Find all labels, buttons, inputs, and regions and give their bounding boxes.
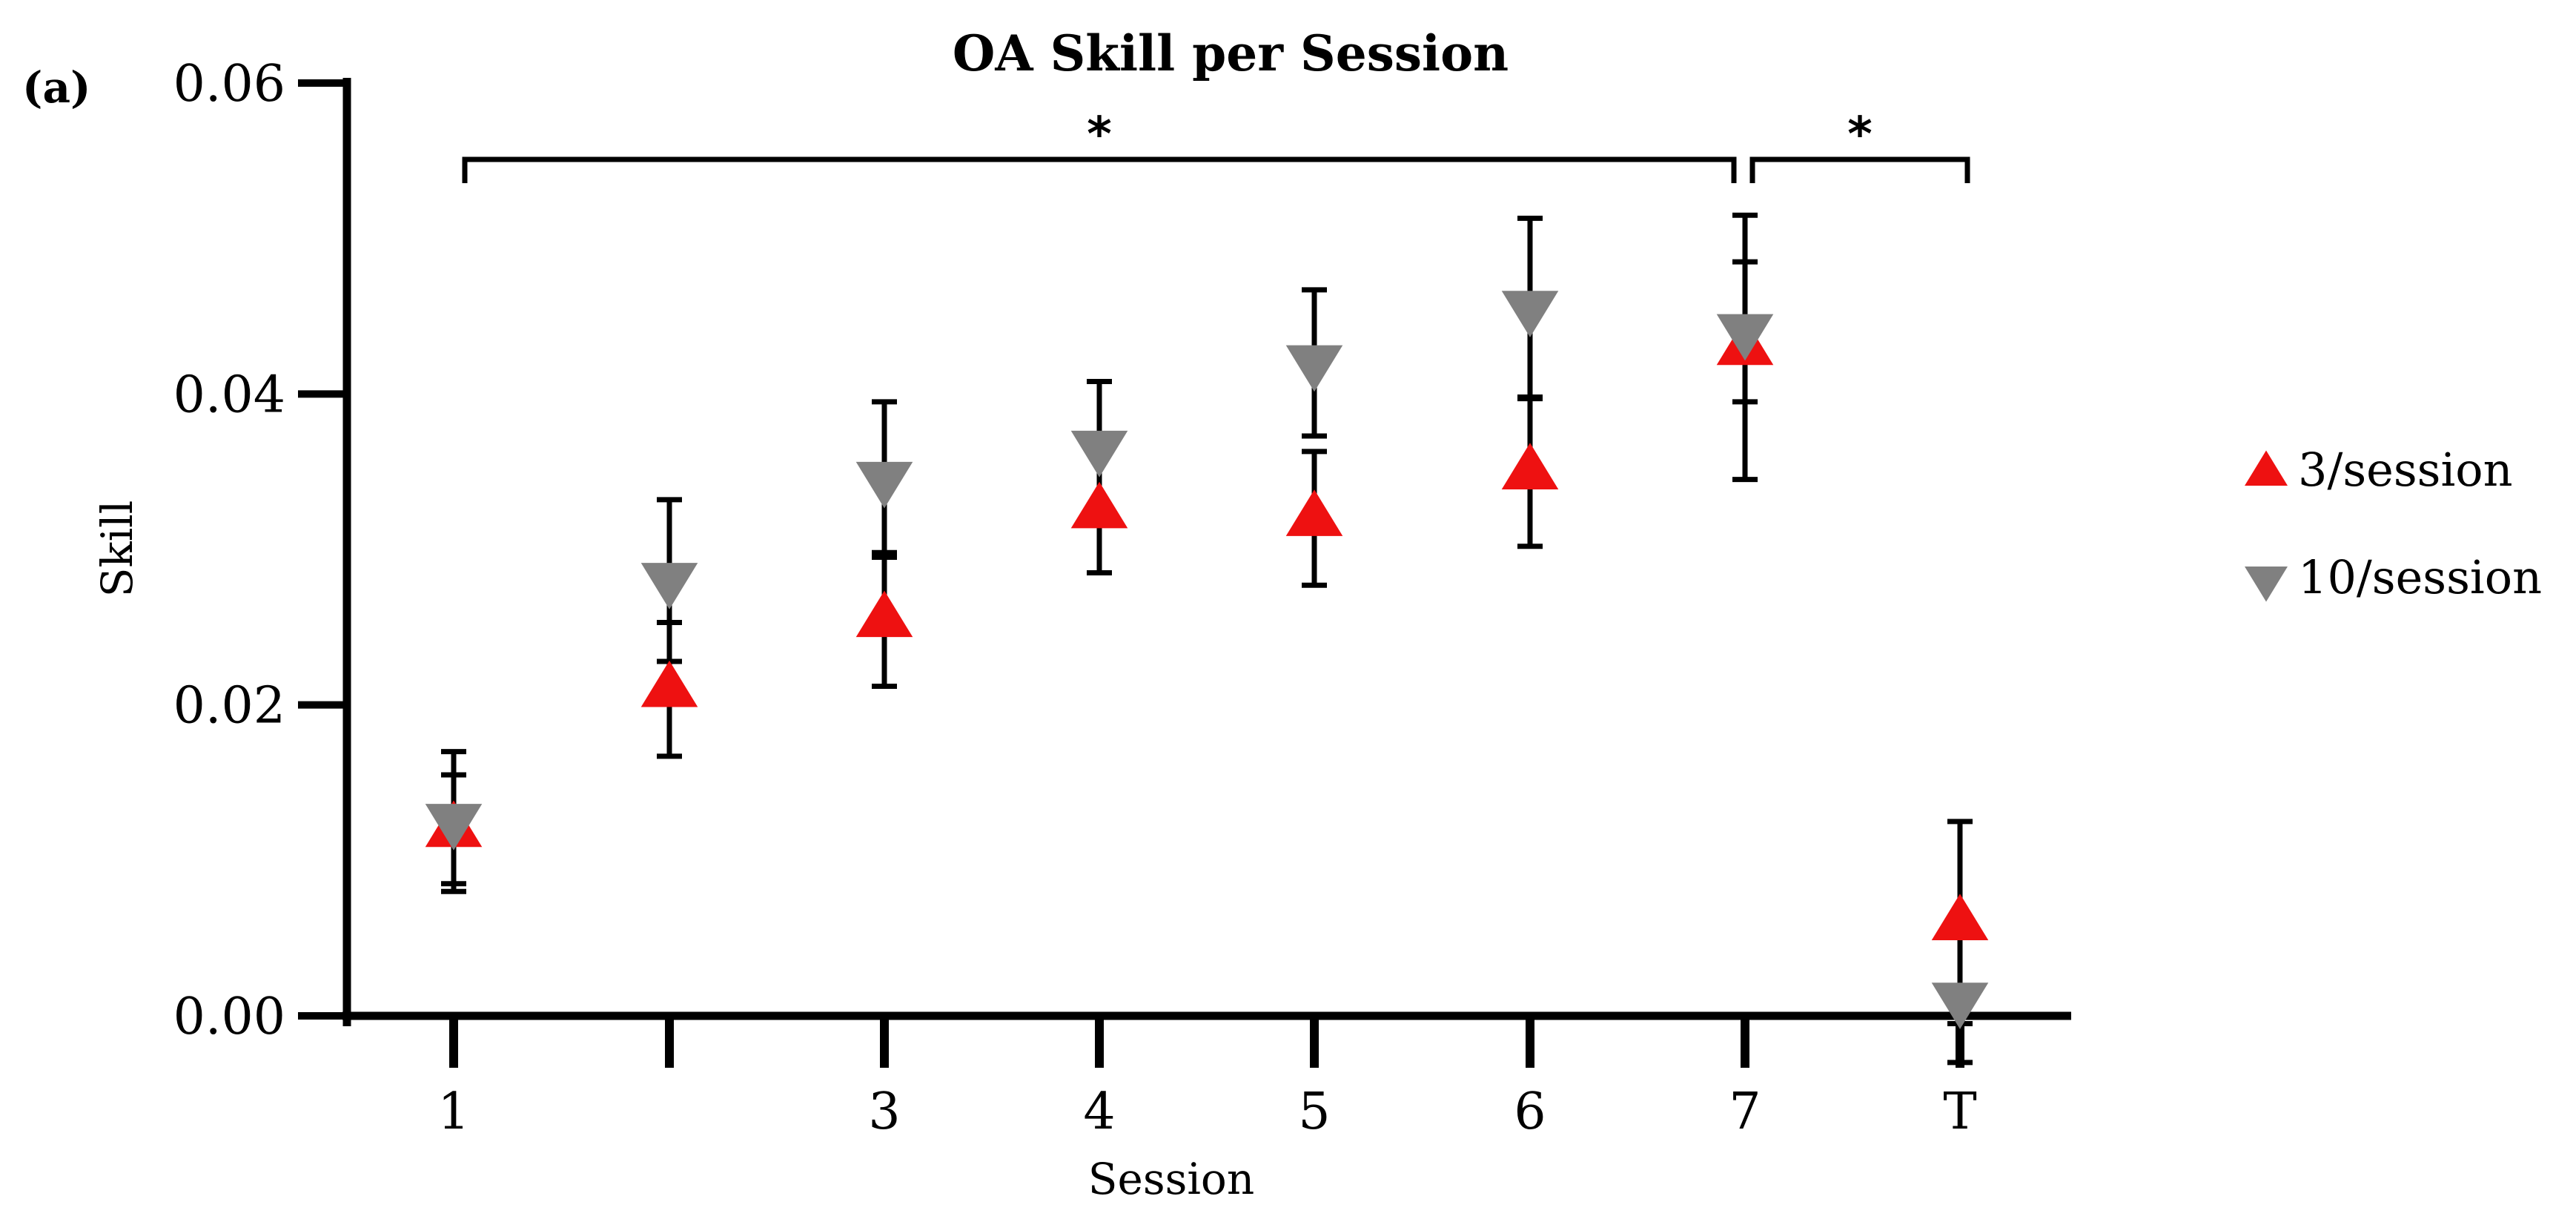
marker-10-per-session: [1501, 291, 1559, 337]
data-markers: [425, 291, 1989, 1029]
marker-10-per-session: [1285, 345, 1343, 392]
x-tick-label: T: [1943, 1083, 1976, 1141]
x-tick-label: 5: [1298, 1083, 1330, 1141]
marker-10-per-session: [1716, 314, 1774, 361]
y-ticks: 0.00 0.02 0.04 0.06: [173, 55, 347, 1046]
y-tick-label: 0.06: [173, 55, 285, 113]
legend-marker: [2245, 450, 2288, 486]
x-ticks: 1 3 4 5 6 7 T: [437, 1016, 1977, 1141]
y-axis-label: Skill: [92, 501, 142, 598]
marker-3-per-session: [1931, 894, 1989, 941]
legend-marker: [2245, 566, 2288, 602]
chart-title: OA Skill per Session: [953, 24, 1509, 82]
y-tick-label: 0.02: [173, 677, 285, 736]
marker-10-per-session: [425, 804, 483, 851]
significance-star: *: [1087, 108, 1111, 162]
marker-3-per-session: [1285, 489, 1343, 536]
marker-3-per-session: [855, 590, 913, 638]
significance-bracket: [462, 156, 1737, 183]
marker-3-per-session: [1501, 443, 1559, 489]
x-tick-label: 6: [1514, 1083, 1546, 1141]
significance-bracket: [1749, 156, 1970, 183]
x-axis-label: Session: [1088, 1154, 1254, 1204]
y-tick-label: 0.04: [173, 366, 285, 424]
marker-10-per-session: [1070, 430, 1128, 478]
x-tick-label: 3: [868, 1083, 900, 1141]
marker-10-per-session: [640, 563, 698, 610]
x-tick-label: 7: [1729, 1083, 1761, 1141]
marker-10-per-session: [855, 461, 913, 509]
marker-10-per-session: [1931, 982, 1989, 1029]
x-tick-label: 4: [1083, 1083, 1115, 1141]
y-tick-label: 0.00: [173, 988, 285, 1046]
legend-label: 10/session: [2298, 550, 2542, 604]
marker-3-per-session: [640, 660, 698, 707]
significance-star: *: [1847, 108, 1872, 162]
panel-label: (a): [22, 62, 90, 113]
legend: 3/session 10/session: [2245, 443, 2542, 604]
marker-3-per-session: [1070, 481, 1128, 529]
x-tick-label: 1: [437, 1083, 469, 1141]
legend-label: 3/session: [2298, 443, 2513, 497]
significance-brackets: * *: [462, 108, 1970, 183]
